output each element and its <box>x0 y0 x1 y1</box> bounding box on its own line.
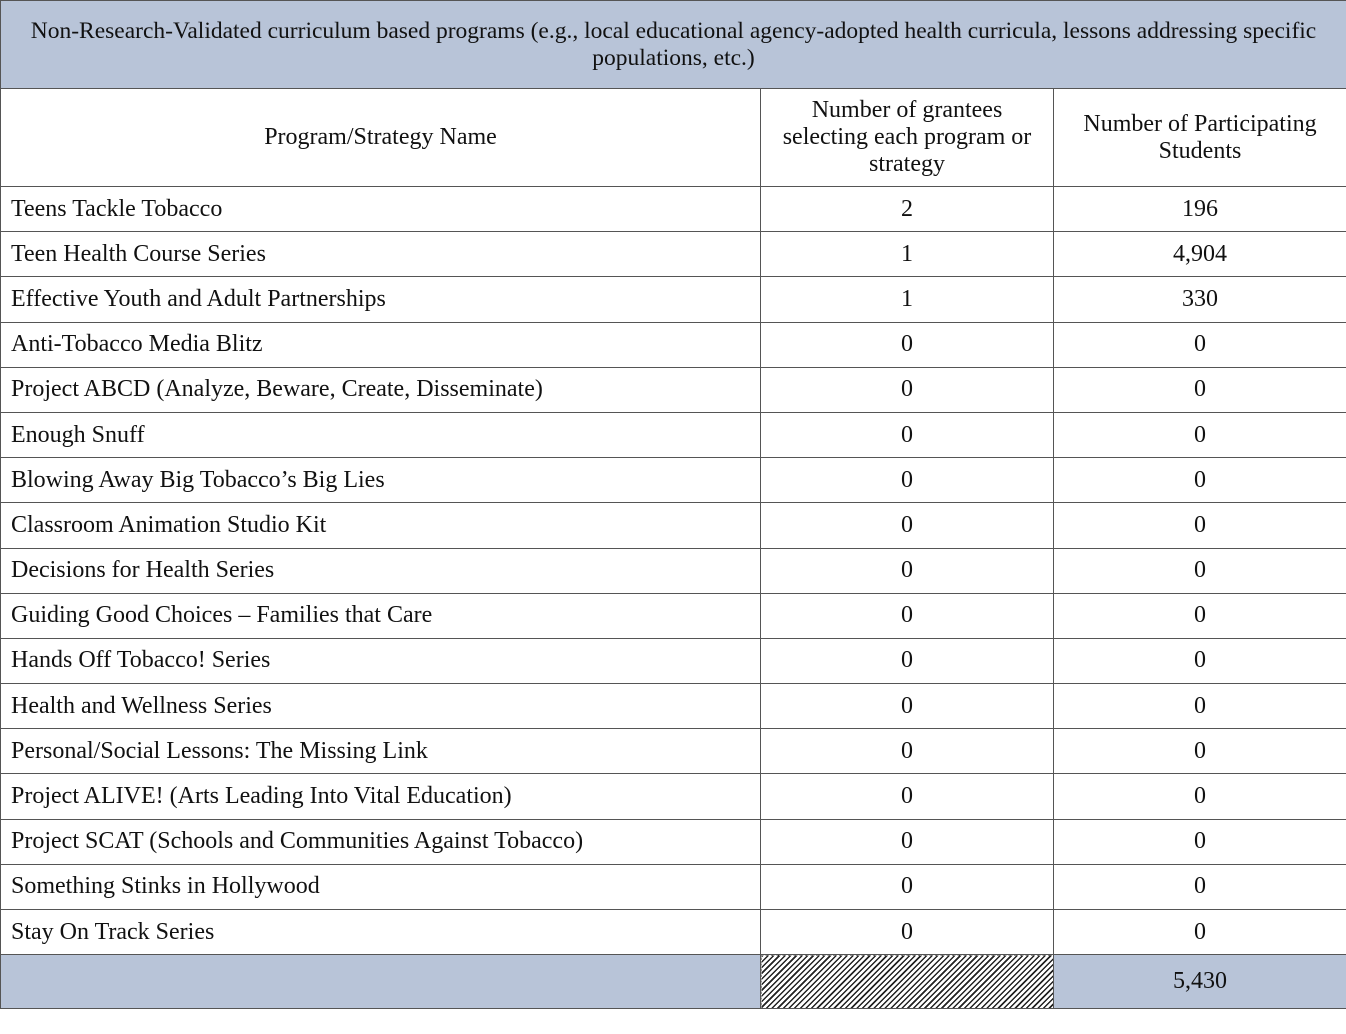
count-cell: 0 <box>760 683 1054 730</box>
hatched-cell <box>760 954 1054 1010</box>
program-name: Personal/Social Lessons: The Missing Lin… <box>0 728 761 775</box>
count-cell: 0 <box>760 637 1054 685</box>
data-row: Enough Snuff 0 0 <box>0 411 1346 459</box>
count-cell: 1 <box>760 276 1054 323</box>
count-cell: 0 <box>760 728 1054 775</box>
data-row: Health and Wellness Series 0 0 <box>0 683 1346 730</box>
total-row: 5,430 <box>0 954 1346 1010</box>
count-cell: 0 <box>1053 366 1346 413</box>
count-cell: 0 <box>1053 863 1346 911</box>
program-name: Anti-Tobacco Media Blitz <box>0 321 761 368</box>
count-cell: 0 <box>1053 637 1346 685</box>
data-row: Something Stinks in Hollywood 0 0 <box>0 863 1346 911</box>
count-cell: 0 <box>760 502 1054 549</box>
program-name: Stay On Track Series <box>0 908 761 956</box>
program-name: Health and Wellness Series <box>0 683 761 730</box>
program-table: Non-Research-Validated curriculum based … <box>0 0 1346 1010</box>
data-row: Classroom Animation Studio Kit 0 0 <box>0 502 1346 549</box>
count-cell: 0 <box>1053 908 1346 956</box>
count-cell: 0 <box>1053 592 1346 639</box>
count-cell: 0 <box>760 321 1054 368</box>
program-name: Project ALIVE! (Arts Leading Into Vital … <box>0 773 761 820</box>
table-body: Non-Research-Validated curriculum based … <box>0 0 1346 1010</box>
data-row: Stay On Track Series 0 0 <box>0 908 1346 956</box>
program-name: Effective Youth and Adult Partnerships <box>0 276 761 323</box>
count-cell: 2 <box>760 185 1054 233</box>
data-row: Anti-Tobacco Media Blitz 0 0 <box>0 321 1346 368</box>
count-cell: 0 <box>760 773 1054 820</box>
data-row: Effective Youth and Adult Partnerships 1 3… <box>0 276 1346 323</box>
count-cell: 0 <box>760 908 1054 956</box>
count-cell: 330 <box>1053 276 1346 323</box>
table-title: Non-Research-Validated curriculum based … <box>0 0 1346 89</box>
data-row: Decisions for Health Series 0 0 <box>0 547 1346 594</box>
total-blank <box>0 954 761 1010</box>
data-row: Guiding Good Choices – Families that Car… <box>0 592 1346 639</box>
data-row: Blowing Away Big Tobacco’s Big Lies 0 0 <box>0 457 1346 504</box>
count-cell: 0 <box>760 863 1054 911</box>
count-cell: 0 <box>760 592 1054 639</box>
program-name: Teen Health Course Series <box>0 231 761 278</box>
data-row: Teen Health Course Series 1 4,904 <box>0 231 1346 278</box>
title-row: Non-Research-Validated curriculum based … <box>0 0 1346 89</box>
header-cell: Number of grantees selecting each progra… <box>760 88 1054 187</box>
data-row: Personal/Social Lessons: The Missing Lin… <box>0 728 1346 775</box>
count-cell: 0 <box>760 547 1054 594</box>
count-cell: 0 <box>1053 502 1346 549</box>
count-cell: 0 <box>760 818 1054 865</box>
count-cell: 0 <box>760 411 1054 459</box>
data-row: Project ALIVE! (Arts Leading Into Vital … <box>0 773 1346 820</box>
count-cell: 0 <box>1053 547 1346 594</box>
count-cell: 0 <box>1053 411 1346 459</box>
data-row: Teens Tackle Tobacco 2 196 <box>0 185 1346 233</box>
header-row: Program/Strategy Name Number of grantees… <box>0 88 1346 187</box>
count-cell: 196 <box>1053 185 1346 233</box>
program-name: Something Stinks in Hollywood <box>0 863 761 911</box>
program-name: Guiding Good Choices – Families that Car… <box>0 592 761 639</box>
data-row: Project SCAT (Schools and Communities Ag… <box>0 818 1346 865</box>
data-row: Hands Off Tobacco! Series 0 0 <box>0 637 1346 685</box>
header-cell: Number of Participating Students <box>1053 88 1346 187</box>
program-name: Hands Off Tobacco! Series <box>0 637 761 685</box>
count-cell: 0 <box>760 366 1054 413</box>
header-cell: Program/Strategy Name <box>0 88 761 187</box>
program-name: Enough Snuff <box>0 411 761 459</box>
program-name: Decisions for Health Series <box>0 547 761 594</box>
total-value: 5,430 <box>1053 954 1346 1010</box>
program-name: Classroom Animation Studio Kit <box>0 502 761 549</box>
count-cell: 0 <box>1053 773 1346 820</box>
program-name: Project ABCD (Analyze, Beware, Create, D… <box>0 366 761 413</box>
count-cell: 0 <box>1053 457 1346 504</box>
count-cell: 1 <box>760 231 1054 278</box>
count-cell: 4,904 <box>1053 231 1346 278</box>
program-name: Teens Tackle Tobacco <box>0 185 761 233</box>
program-name: Project SCAT (Schools and Communities Ag… <box>0 818 761 865</box>
count-cell: 0 <box>1053 728 1346 775</box>
count-cell: 0 <box>1053 818 1346 865</box>
count-cell: 0 <box>1053 321 1346 368</box>
program-name: Blowing Away Big Tobacco’s Big Lies <box>0 457 761 504</box>
count-cell: 0 <box>760 457 1054 504</box>
data-row: Project ABCD (Analyze, Beware, Create, D… <box>0 366 1346 413</box>
count-cell: 0 <box>1053 683 1346 730</box>
